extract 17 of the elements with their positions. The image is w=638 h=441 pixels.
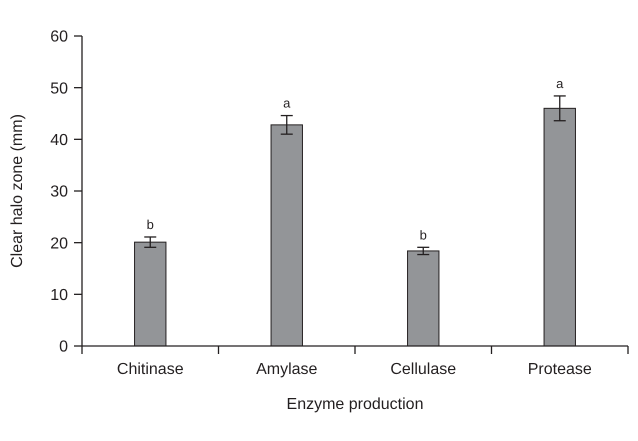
annotation: b — [420, 227, 427, 242]
y-tick-label: 0 — [59, 338, 68, 356]
x-axis-title: Enzyme production — [286, 396, 424, 413]
y-axis-title: Clear halo zone (mm) — [9, 114, 26, 268]
y-tick-label: 10 — [50, 286, 68, 304]
y-tick-label: 30 — [50, 184, 68, 201]
y-tick-label: 60 — [50, 28, 68, 46]
annotation: a — [283, 96, 292, 111]
annotation: a — [556, 76, 564, 91]
x-tick-label: Cellulase — [390, 361, 456, 378]
y-tick-label: 40 — [50, 132, 68, 149]
annotation: b — [146, 216, 154, 232]
x-tick-label: Amylase — [256, 361, 318, 378]
x-tick-label: Protease — [528, 361, 592, 378]
x-tick-label: Chitinase — [116, 361, 184, 378]
y-tick-label: 50 — [50, 80, 68, 98]
y-tick-label: 20 — [50, 235, 68, 252]
